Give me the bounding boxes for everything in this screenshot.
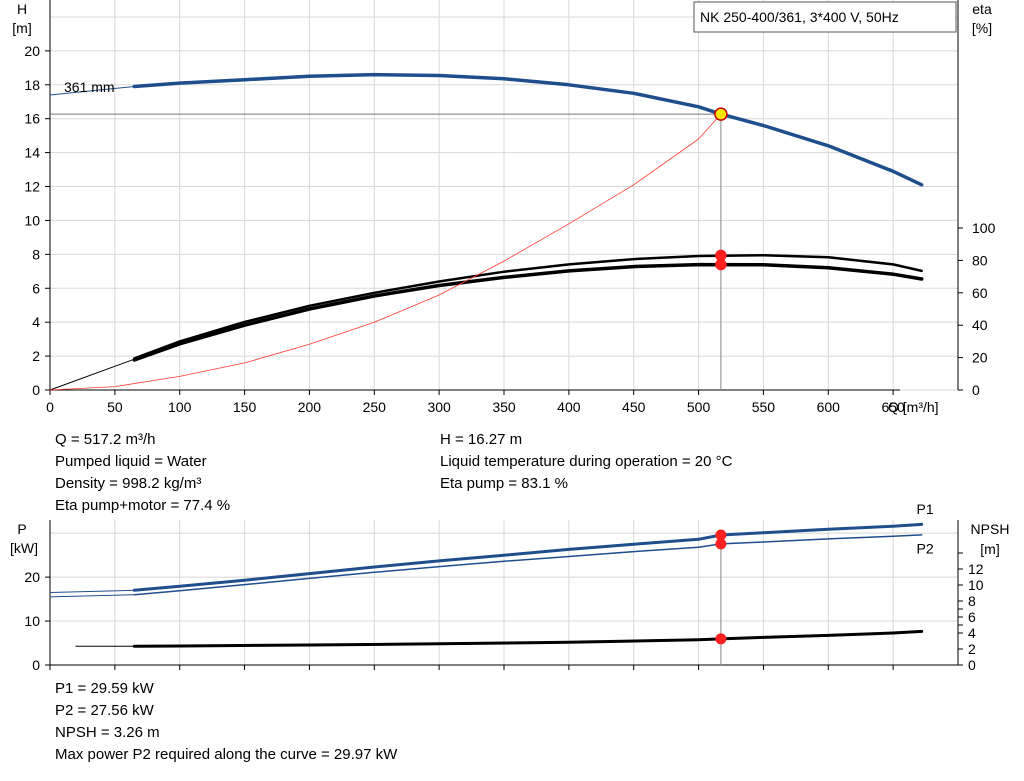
duty-point-marker xyxy=(715,258,727,271)
x-tick-label: 200 xyxy=(298,399,322,415)
y-left-tick-label: 20 xyxy=(24,43,40,59)
series-line xyxy=(132,522,924,592)
info-npsh: NPSH = 3.26 m xyxy=(55,724,160,741)
y-left-tick-label: 16 xyxy=(24,111,40,127)
x-tick-label: 300 xyxy=(427,399,451,415)
series-line xyxy=(49,113,722,391)
duty-point-marker xyxy=(715,538,727,550)
npsh-tick-label: 4 xyxy=(968,625,976,641)
y-left-axis-title: H xyxy=(17,1,27,17)
curve-label-impeller: 361 mm xyxy=(64,79,115,95)
x-tick-label: 50 xyxy=(107,399,123,415)
y-right-axis-unit: [%] xyxy=(972,20,992,36)
series-line xyxy=(133,253,923,360)
info-block-top-left: Q = 517.2 m³/h Pumped liquid = Water Den… xyxy=(55,429,230,517)
series-line xyxy=(132,629,924,648)
info-liquid-temperature: Liquid temperature during operation = 20… xyxy=(440,453,733,470)
npsh-tick-label: 10 xyxy=(968,577,984,593)
info-eta-pump-motor: Eta pump+motor = 77.4 % xyxy=(55,497,231,514)
x-tick-label: 500 xyxy=(687,399,711,415)
x-tick-label: 250 xyxy=(363,399,387,415)
info-density: Density = 998.2 kg/m³ xyxy=(55,475,202,492)
series-line xyxy=(132,72,924,187)
p-tick-label: 20 xyxy=(24,569,40,585)
info-pumped-liquid: Pumped liquid = Water xyxy=(55,453,207,470)
duty-point-marker xyxy=(715,633,727,645)
npsh-axis-unit: [m] xyxy=(980,541,999,557)
series-label: P2 xyxy=(916,541,933,557)
y-right-tick-label: 80 xyxy=(972,252,988,268)
info-block-top-right: H = 16.27 m Liquid temperature during op… xyxy=(440,429,732,495)
info-p1: P1 = 29.59 kW xyxy=(55,680,154,697)
title-box xyxy=(693,1,957,33)
info-flow: Q = 517.2 m³/h xyxy=(55,431,156,448)
npsh-tick-label: 12 xyxy=(968,561,984,577)
npsh-tick-label: 2 xyxy=(968,641,976,657)
y-right-tick-label: 20 xyxy=(972,350,988,366)
series-line xyxy=(49,589,135,593)
y-left-tick-label: 12 xyxy=(24,179,40,195)
series-label: P1 xyxy=(916,501,933,517)
y-left-axis-unit: [m] xyxy=(12,20,31,36)
y-right-tick-label: 40 xyxy=(972,317,988,333)
x-axis-title: Q [m³/h] xyxy=(888,399,939,415)
x-tick-label: 400 xyxy=(557,399,581,415)
x-tick-label: 0 xyxy=(46,399,54,415)
duty-point-marker xyxy=(714,107,728,121)
y-left-tick-label: 18 xyxy=(24,77,40,93)
info-p2: P2 = 27.56 kW xyxy=(55,702,154,719)
p-axis-unit: [kW] xyxy=(10,540,38,556)
y-left-tick-label: 0 xyxy=(32,382,40,398)
npsh-tick-label: 0 xyxy=(968,657,976,673)
info-head: H = 16.27 m xyxy=(440,431,523,448)
x-tick-label: 350 xyxy=(492,399,516,415)
y-left-tick-label: 6 xyxy=(32,280,40,296)
series-line xyxy=(133,534,923,596)
info-max-power: Max power P2 required along the curve = … xyxy=(55,746,398,763)
chart-title: NK 250-400/361, 3*400 V, 50Hz xyxy=(700,9,899,25)
x-tick-label: 150 xyxy=(233,399,257,415)
info-block-bottom: P1 = 29.59 kW P2 = 27.56 kW NPSH = 3.26 … xyxy=(55,678,397,766)
series-line xyxy=(49,358,135,391)
y-left-tick-label: 8 xyxy=(32,246,40,262)
p-tick-label: 0 xyxy=(32,657,40,673)
p-tick-label: 10 xyxy=(24,613,40,629)
y-left-tick-label: 4 xyxy=(32,314,40,330)
npsh-axis-title: NPSH xyxy=(971,521,1010,537)
npsh-tick-label: 6 xyxy=(968,609,976,625)
y-left-tick-label: 10 xyxy=(24,212,40,228)
x-tick-label: 450 xyxy=(622,399,646,415)
series-line xyxy=(49,594,135,598)
x-tick-label: 600 xyxy=(817,399,841,415)
x-tick-label: 100 xyxy=(168,399,192,415)
series-line xyxy=(132,262,924,362)
y-left-tick-label: 2 xyxy=(32,348,40,364)
y-right-tick-label: 100 xyxy=(972,220,996,236)
series-line xyxy=(49,86,135,96)
y-left-tick-label: 14 xyxy=(24,145,40,161)
x-tick-label: 550 xyxy=(752,399,776,415)
x-tick-label: 650 xyxy=(881,399,905,415)
y-right-tick-label: 0 xyxy=(972,382,980,398)
npsh-tick-label: 8 xyxy=(968,593,976,609)
info-eta-pump: Eta pump = 83.1 % xyxy=(440,475,568,492)
y-right-tick-label: 60 xyxy=(972,285,988,301)
y-right-axis-title: eta xyxy=(972,1,992,17)
p-axis-title: P xyxy=(17,521,26,537)
